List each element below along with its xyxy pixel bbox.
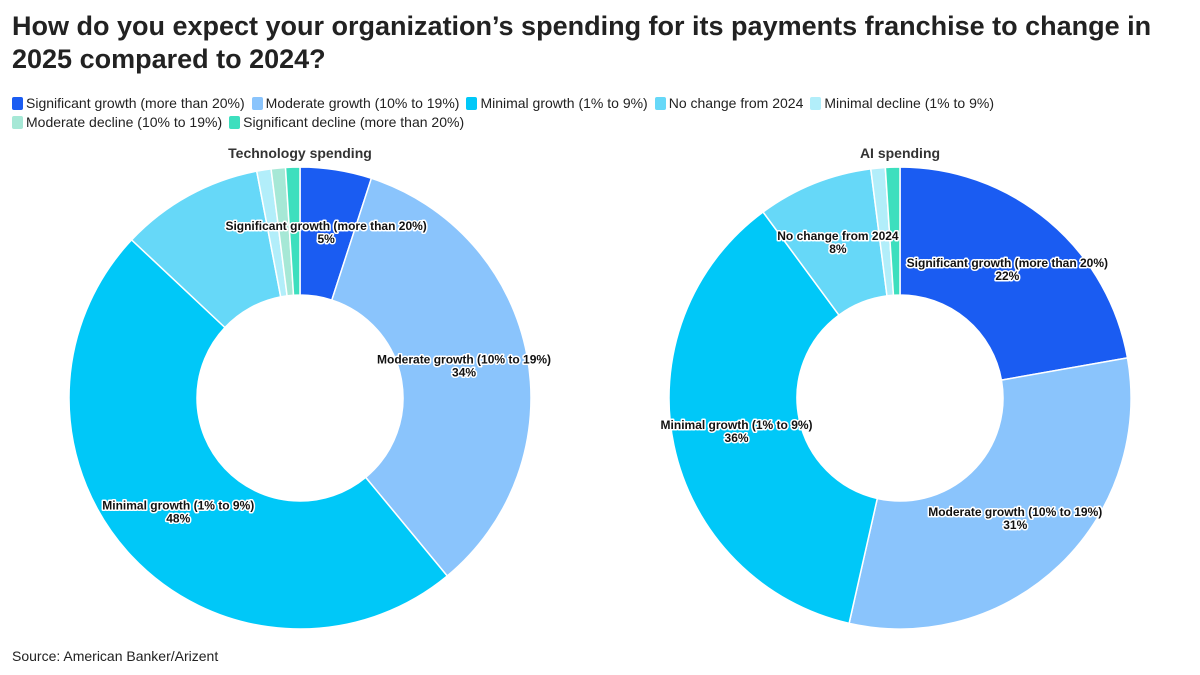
slice-label: Moderate growth (10% to 19%): [377, 353, 551, 367]
donut-slice: [668, 210, 879, 625]
source: Source: American Banker/Arizent: [12, 648, 219, 664]
legend-label: No change from 2024: [668, 95, 804, 111]
donut-slice: [899, 166, 1129, 381]
slice-value: 36%: [725, 431, 749, 445]
legend-item: Significant growth (more than 20%): [12, 94, 245, 113]
legend-item: Moderate growth (10% to 19%): [251, 94, 460, 113]
donut-slice: [884, 166, 901, 297]
legend-label: Significant growth (more than 20%): [26, 95, 245, 111]
legend-swatch: [12, 97, 23, 110]
legend-item: Minimal decline (1% to 9%): [810, 94, 994, 113]
slice-label: Moderate growth (10% to 19%): [928, 505, 1102, 519]
slice-label: Minimal growth (1% to 9%): [661, 418, 813, 432]
legend-item: No change from 2024: [654, 94, 804, 113]
slice-value: 34%: [452, 366, 476, 380]
donut-slice: [848, 357, 1132, 630]
slice-value: 31%: [1003, 518, 1027, 532]
slice-value: 8%: [829, 242, 847, 256]
legend-label: Significant decline (more than 20%): [243, 114, 465, 130]
legend-swatch: [654, 97, 666, 110]
slice-value: 22%: [995, 269, 1019, 283]
slice-label: Minimal growth (1% to 9%): [102, 498, 254, 512]
donut-slice: [284, 166, 301, 296]
slice-label: No change from 2024: [777, 229, 899, 243]
legend-swatch: [229, 116, 241, 129]
legend-swatch: [12, 116, 23, 129]
slice-label: Significant growth (more than 20%): [225, 219, 426, 233]
chart-title: AI spending: [860, 145, 940, 161]
legend-label: Minimal decline (1% to 9%): [824, 95, 994, 111]
legend-label: Moderate decline (10% to 19%): [26, 114, 223, 130]
legend-item: Moderate decline (10% to 19%): [12, 113, 222, 132]
slice-value: 5%: [317, 232, 335, 246]
legend: Significant growth (more than 20%) Modera…: [12, 94, 1062, 132]
donut-slice: [68, 238, 449, 630]
legend-item: Significant decline (more than 20%): [229, 113, 464, 132]
title: How do you expect your organization’s sp…: [12, 11, 1152, 74]
slice-label: Significant growth (more than 20%): [907, 256, 1108, 270]
legend-label: Minimal growth (1% to 9%): [480, 95, 648, 111]
legend-item: Minimal growth (1% to 9%): [466, 94, 648, 113]
legend-swatch: [810, 97, 822, 110]
legend-label: Moderate growth (10% to 19%): [265, 95, 460, 111]
slice-value: 48%: [166, 511, 190, 525]
chart-title: Technology spending: [228, 145, 372, 161]
donut-slice: [330, 177, 532, 578]
legend-swatch: [466, 97, 478, 110]
legend-swatch: [251, 97, 263, 110]
